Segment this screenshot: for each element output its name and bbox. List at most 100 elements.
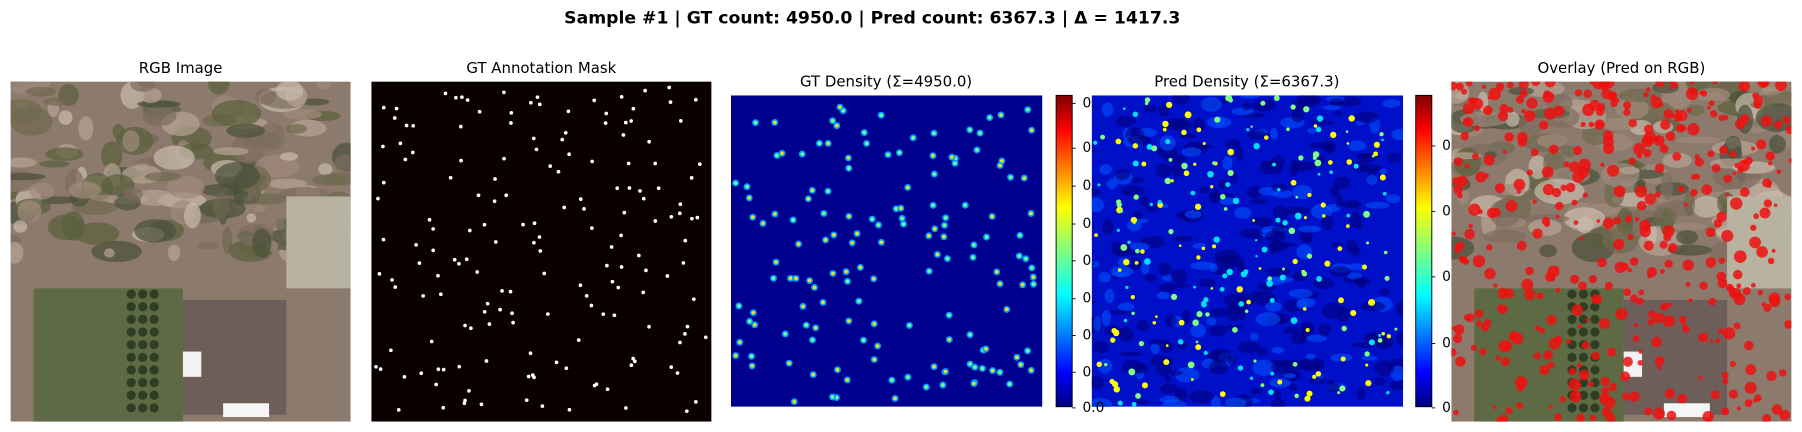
density-peak — [1135, 248, 1140, 254]
annotation-dot — [510, 311, 514, 316]
annotation-dot — [538, 249, 543, 253]
density-peak — [1269, 297, 1275, 303]
density-haze — [1210, 348, 1232, 363]
overlay-blob — [1708, 297, 1717, 306]
overlay-blob — [1524, 288, 1536, 301]
terrain — [285, 123, 308, 134]
annotation-dot — [467, 228, 472, 233]
overlay-blob — [1756, 139, 1767, 150]
colorbar — [1415, 94, 1433, 408]
annotation-dot — [669, 365, 674, 369]
annotation-dot — [498, 307, 502, 312]
overlay-blob — [1711, 163, 1721, 173]
density-peak — [1304, 395, 1311, 402]
density-core — [796, 242, 801, 246]
overlay-blob — [1578, 281, 1587, 291]
annotation-dot — [601, 312, 606, 317]
density-peak — [1377, 338, 1383, 343]
density-haze — [1193, 118, 1206, 131]
overlay-blob — [1472, 153, 1479, 160]
terrain — [1691, 196, 1723, 218]
density-peak — [1117, 268, 1122, 272]
annotation-dot — [381, 144, 385, 149]
overlay-blob — [1788, 158, 1792, 164]
overlay-blob — [1639, 225, 1651, 238]
density-core — [1025, 349, 1030, 353]
density-peak — [1322, 214, 1326, 218]
density-core — [810, 188, 815, 193]
density-haze — [1249, 198, 1268, 204]
annotation-dot — [578, 283, 583, 288]
density-haze — [1382, 99, 1401, 108]
density-core — [780, 151, 784, 156]
density-peak — [1306, 390, 1313, 397]
density-peak — [1261, 246, 1268, 253]
annotation-dot — [576, 338, 581, 342]
annotation-dot — [590, 159, 594, 164]
terrain — [167, 244, 181, 262]
overlay-blob — [1698, 375, 1703, 380]
overlay-blob — [1620, 262, 1629, 271]
density-haze — [1206, 317, 1217, 326]
density-haze — [1208, 189, 1222, 204]
annotation-dot — [404, 123, 409, 128]
density-peak — [1346, 142, 1350, 145]
density-core — [822, 211, 826, 216]
density-haze — [1091, 189, 1102, 196]
density-peak — [1193, 162, 1197, 166]
density-core — [1031, 275, 1036, 279]
colorbar-tick-label: 0. — [1083, 95, 1096, 111]
annotation-dot — [482, 309, 487, 314]
panel-title: GT Annotation Mask — [466, 59, 616, 77]
overlay-blob — [1737, 166, 1745, 173]
overlay-blob — [1782, 116, 1791, 124]
overlay-blob — [1473, 125, 1480, 132]
overlay-blob — [1613, 216, 1621, 225]
overlay-blob — [1712, 81, 1718, 85]
density-peak — [1255, 255, 1258, 258]
density-haze — [1145, 203, 1159, 213]
density-peak — [1328, 160, 1333, 165]
density-haze — [1225, 397, 1247, 407]
density-haze — [1330, 185, 1340, 197]
density-peak — [1384, 275, 1390, 281]
annotation-dot — [458, 124, 463, 129]
annotation-dot — [390, 278, 394, 282]
overlay-blob — [1455, 356, 1466, 367]
overlay-blob — [1733, 250, 1747, 264]
density-core — [1020, 283, 1025, 287]
overlay-blob — [1495, 355, 1502, 361]
field — [286, 196, 351, 289]
overlay-blob — [1638, 289, 1645, 296]
density-peak — [1394, 327, 1398, 331]
overlay-blob — [1667, 302, 1673, 308]
density-haze — [1158, 104, 1170, 118]
density-peak — [1178, 244, 1182, 248]
density-peak — [1386, 334, 1392, 339]
density-peak — [1134, 260, 1139, 265]
terrain — [1536, 134, 1568, 148]
density-peak — [1207, 170, 1214, 178]
terrain — [43, 97, 70, 106]
density-peak — [1303, 216, 1308, 220]
overlay-blob — [1470, 344, 1477, 351]
tree-row — [1590, 314, 1600, 324]
density-haze — [1237, 341, 1260, 354]
density-haze — [1260, 160, 1279, 169]
density-peak — [1123, 258, 1130, 266]
density-core — [900, 216, 904, 221]
density-core — [942, 223, 947, 228]
terrain — [123, 188, 144, 201]
density-haze — [1104, 288, 1115, 304]
density-core — [872, 322, 876, 326]
annotation-dot — [464, 257, 469, 262]
overlay-blob — [1701, 184, 1713, 195]
density-core — [738, 340, 742, 345]
annotation-dot — [534, 147, 539, 152]
annotation-dot — [693, 97, 698, 102]
tree-row — [149, 365, 159, 375]
density-haze — [1305, 353, 1316, 360]
density-haze — [1395, 330, 1404, 346]
terrain — [1724, 135, 1742, 160]
overlay-blob — [1708, 100, 1715, 107]
